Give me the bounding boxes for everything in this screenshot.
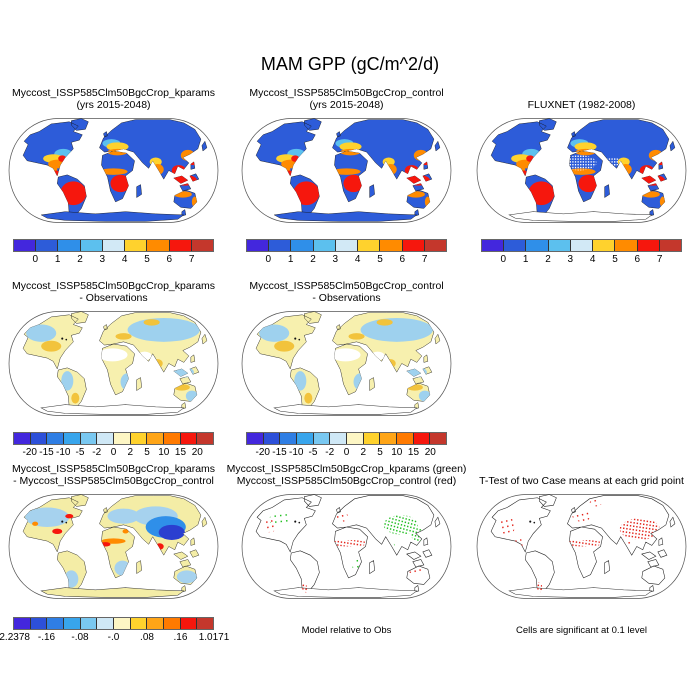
world-map-svg <box>476 117 687 224</box>
world-map-model-relative-obs <box>238 488 455 605</box>
colorbar-cells <box>13 617 214 630</box>
panel-title-line1: T-Test of two Case means at each grid po… <box>479 474 684 487</box>
panel-title-line1: Myccost_ISSP585Clm50BgcCrop_kparams <box>11 87 216 99</box>
panel-title-line1: Myccost_ISSP585Clm50BgcCrop_kparams (gre… <box>226 463 467 475</box>
colorbar-diff: -20 -15 -10 -5 -2 0 2 5 10 15 20 <box>246 432 447 460</box>
colorbar-ticks: -2.2378-.16-.08-.0.08.161.0171 <box>0 632 230 643</box>
colorbar-cells <box>481 239 682 252</box>
world-map-svg <box>8 117 219 224</box>
panel-title: FLUXNET (1982-2008) <box>473 85 690 111</box>
world-map-kparams-minus-control <box>5 488 222 605</box>
panel-title: Myccost_ISSP585Clm50BgcCrop_kparams (yrs… <box>5 85 222 111</box>
panel-title-line1: Myccost_ISSP585Clm50BgcCrop_kparams <box>11 463 216 475</box>
panel-title: Myccost_ISSP585Clm50BgcCrop_control - Ob… <box>238 278 455 304</box>
panel-title-line2: - Observations <box>79 291 148 304</box>
world-map-control-minus-obs <box>238 305 455 422</box>
panel-gpp-control: Myccost_ISSP585Clm50BgcCrop_control (yrs… <box>238 85 455 267</box>
panel-control-minus-obs: Myccost_ISSP585Clm50BgcCrop_control - Ob… <box>238 278 455 460</box>
world-map-ttest <box>473 488 690 605</box>
colorbar-cells <box>13 432 214 445</box>
panel-caption: Cells are significant at 0.1 level <box>516 625 647 636</box>
panel-title-line1: FLUXNET (1982-2008) <box>527 98 636 111</box>
panel-gpp-kparams: Myccost_ISSP585Clm50BgcCrop_kparams (yrs… <box>5 85 222 267</box>
panel-caption: Model relative to Obs <box>301 625 392 636</box>
world-map-gpp-kparams <box>5 112 222 229</box>
colorbar-ticks: -20 -15 -10 -5 -2 0 2 5 10 15 20 <box>22 447 203 458</box>
panel-title: T-Test of two Case means at each grid po… <box>473 461 690 487</box>
world-map-svg <box>476 493 687 600</box>
world-map-svg <box>8 493 219 600</box>
colorbar-diff: -20 -15 -10 -5 -2 0 2 5 10 15 20 <box>13 432 214 460</box>
panel-title-line1: Myccost_ISSP585Clm50BgcCrop_kparams <box>11 280 216 292</box>
panel-kparams-minus-obs: Myccost_ISSP585Clm50BgcCrop_kparams - Ob… <box>5 278 222 460</box>
world-map-svg <box>241 310 452 417</box>
panel-ttest: T-Test of two Case means at each grid po… <box>473 461 690 636</box>
panel-title-line2: - Myccost_ISSP585Clm50BgcCrop_control <box>13 474 214 487</box>
world-map-svg <box>241 117 452 224</box>
panel-title-line2: (yrs 2015-2048) <box>76 98 151 111</box>
world-map-svg <box>8 310 219 417</box>
panel-kparams-minus-control: Myccost_ISSP585Clm50BgcCrop_kparams - My… <box>0 461 230 645</box>
panel-title-line2: Myccost_ISSP585Clm50BgcCrop_control (red… <box>236 474 457 487</box>
colorbar-cells <box>246 432 447 445</box>
panel-title: Myccost_ISSP585Clm50BgcCrop_kparams - My… <box>5 461 222 487</box>
panel-title: Myccost_ISSP585Clm50BgcCrop_kparams - Ob… <box>5 278 222 304</box>
panel-title-line2: (yrs 2015-2048) <box>309 98 384 111</box>
colorbar-cells <box>246 239 447 252</box>
figure-title: MAM GPP (gC/m^2/d) <box>260 54 440 74</box>
world-map-fluxnet <box>473 112 690 229</box>
world-map-kparams-minus-obs <box>5 305 222 422</box>
panel-model-relative-obs: Myccost_ISSP585Clm50BgcCrop_kparams (gre… <box>227 461 467 636</box>
panel-title-line1: Myccost_ISSP585Clm50BgcCrop_control <box>249 280 444 292</box>
colorbar-cells <box>13 239 214 252</box>
panel-title-line1: Myccost_ISSP585Clm50BgcCrop_control <box>249 87 444 99</box>
world-map-gpp-control <box>238 112 455 229</box>
world-map-svg <box>241 493 452 600</box>
colorbar-ticks: -20 -15 -10 -5 -2 0 2 5 10 15 20 <box>255 447 436 458</box>
panel-title-line2: - Observations <box>312 291 381 304</box>
panel-title: Myccost_ISSP585Clm50BgcCrop_kparams (gre… <box>227 461 467 487</box>
panel-title: Myccost_ISSP585Clm50BgcCrop_control (yrs… <box>238 85 455 111</box>
colorbar-case-diff: -2.2378-.16-.08-.0.08.161.0171 <box>0 617 230 645</box>
